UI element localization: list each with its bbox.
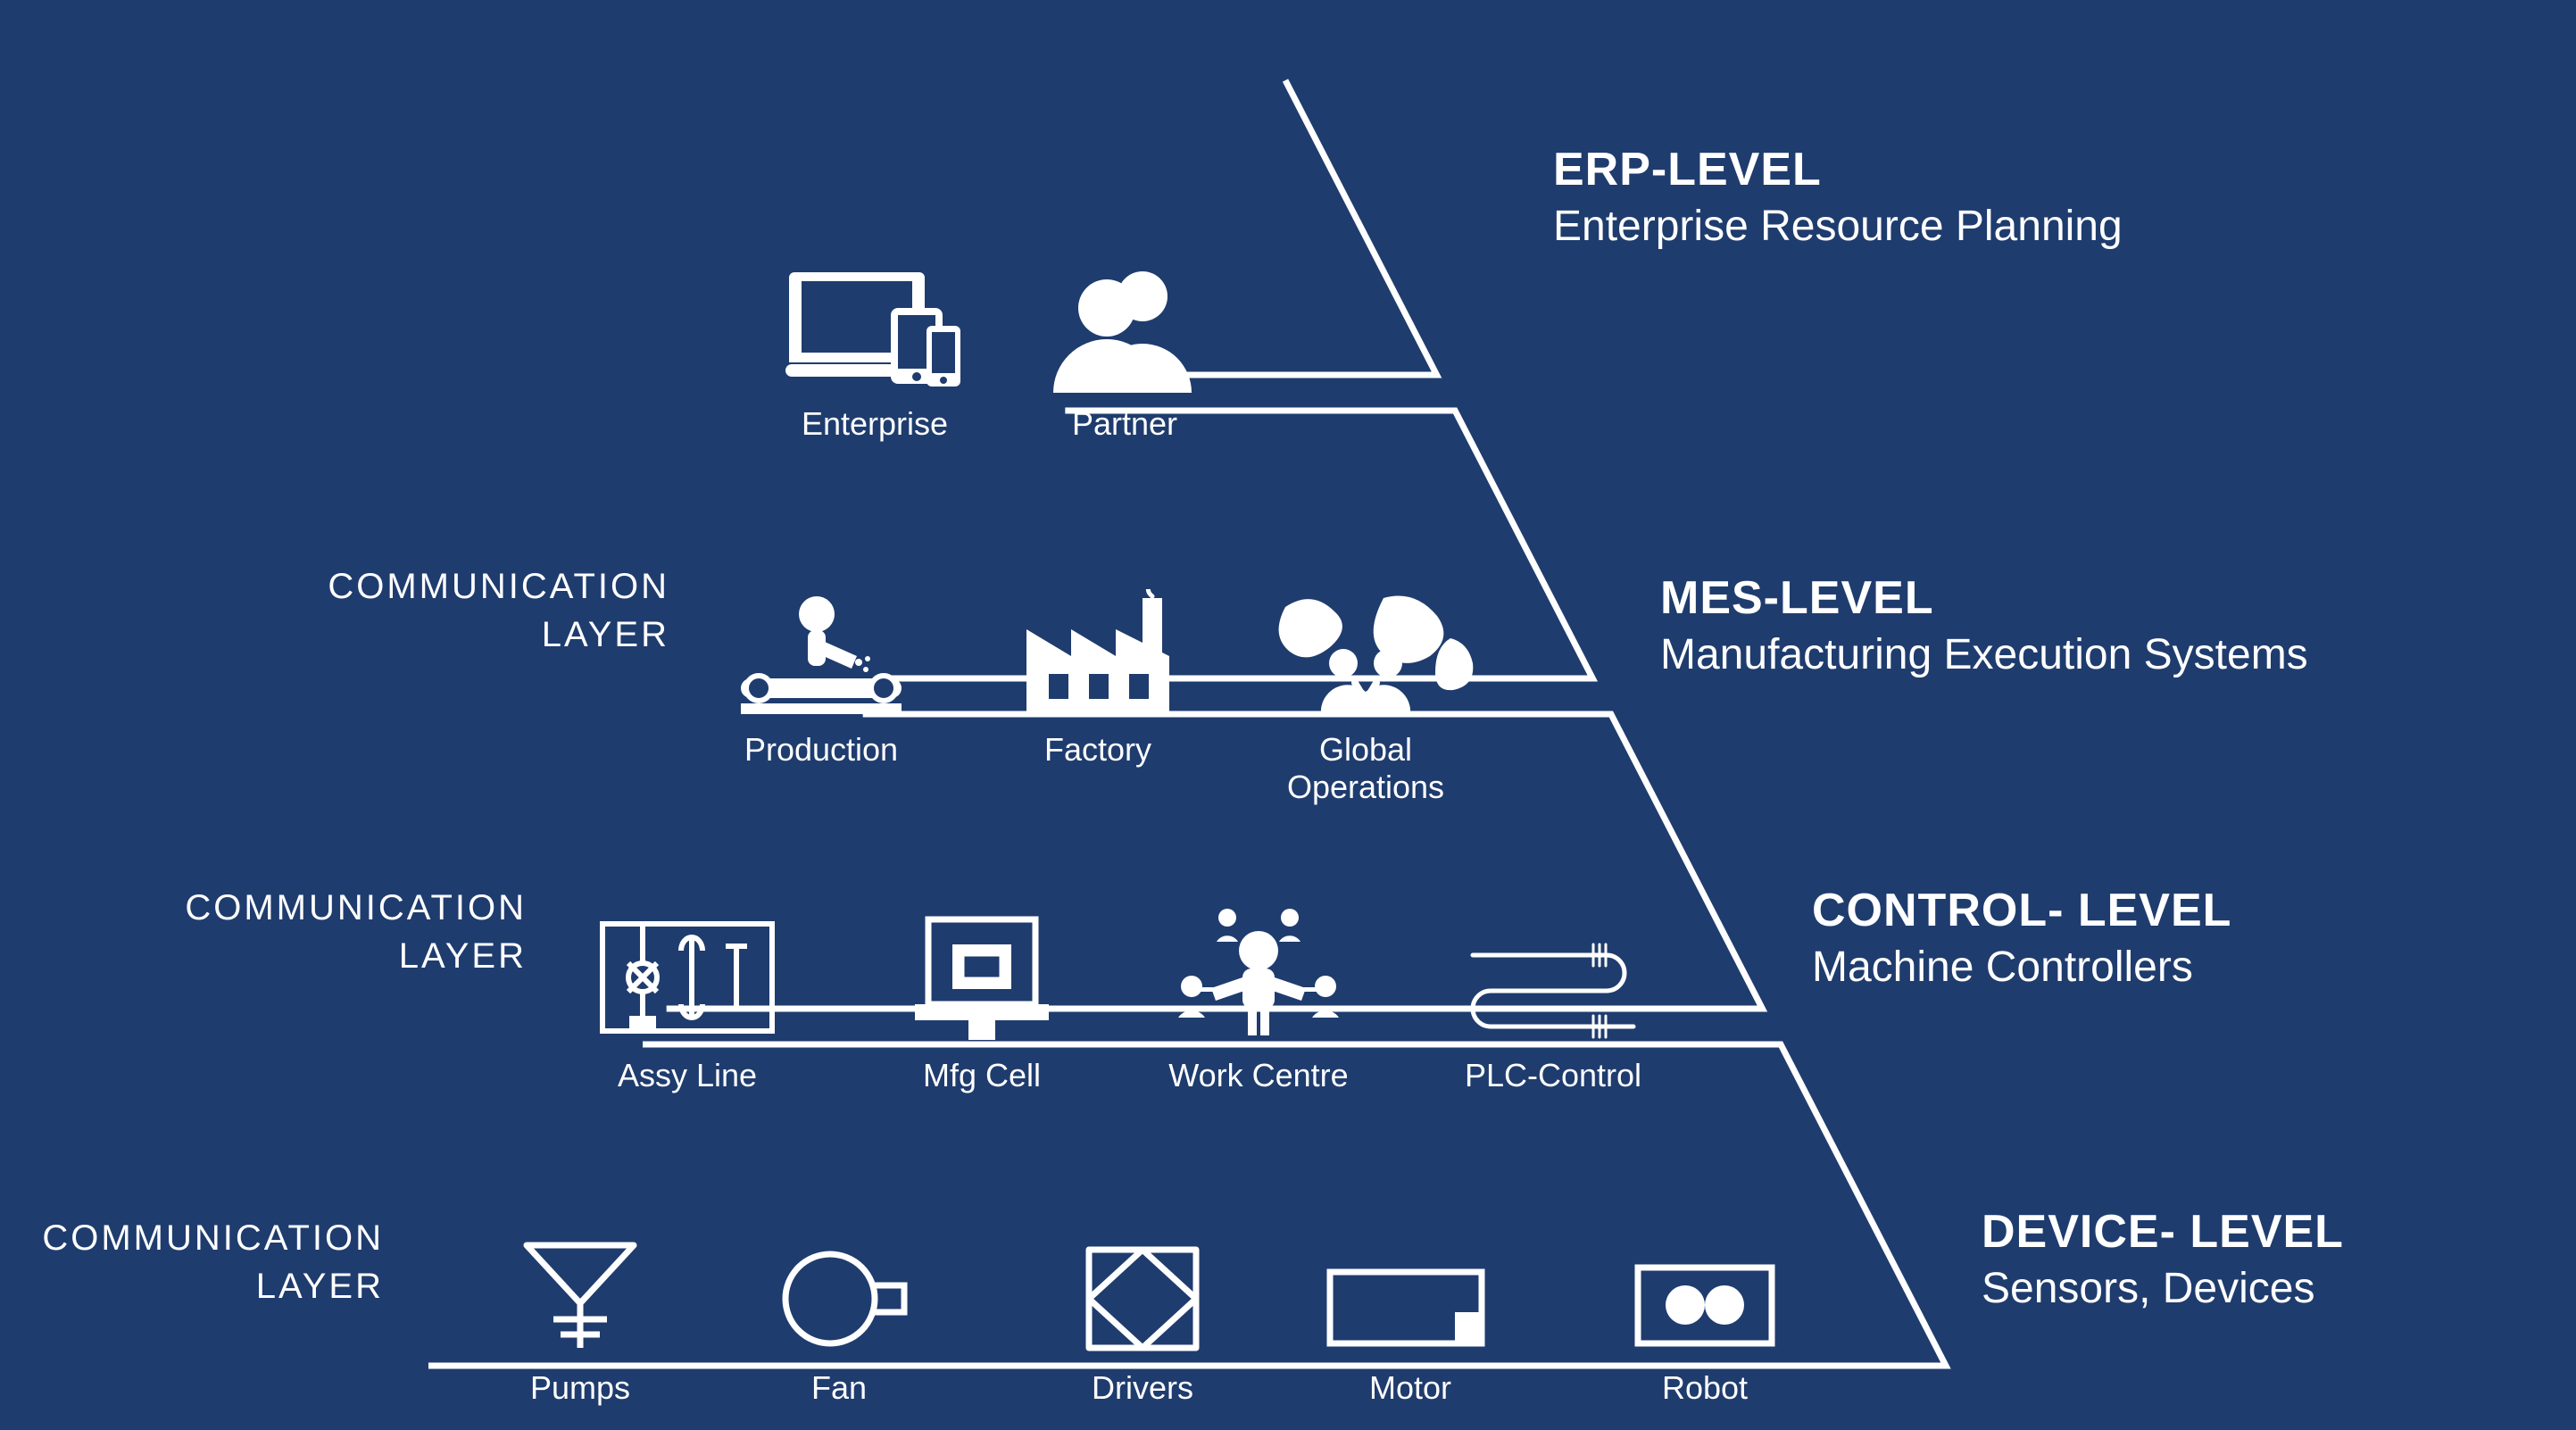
icon-caption: Production [732, 731, 910, 769]
icon-caption: Assy Line [594, 1057, 781, 1094]
pump-icon [500, 1232, 661, 1357]
icon-motor: Motor [1312, 1250, 1508, 1407]
assyline-icon [594, 910, 781, 1044]
icon-caption: Robot [1616, 1369, 1794, 1407]
level-subtitle: Machine Controllers [1812, 943, 2231, 992]
level-title: DEVICE- LEVEL [1982, 1205, 2344, 1259]
icon-caption: Mfg Cell [888, 1057, 1076, 1094]
icon-fan: Fan [759, 1241, 919, 1407]
icon-partner: Partner [1035, 259, 1214, 443]
level-subtitle: Sensors, Devices [1982, 1264, 2344, 1313]
globalops-icon [1250, 585, 1482, 719]
icon-caption: Pumps [500, 1369, 661, 1407]
mfgcell-icon [888, 910, 1076, 1044]
level-label-control: CONTROL- LEVEL Machine Controllers [1812, 884, 2231, 992]
level-subtitle: Manufacturing Execution Systems [1660, 630, 2308, 679]
workcentre-icon [1143, 902, 1375, 1044]
icon-caption: Partner [1035, 405, 1214, 443]
driver-icon [1062, 1241, 1223, 1357]
level-label-device: DEVICE- LEVEL Sensors, Devices [1982, 1205, 2344, 1313]
icon-caption: Fan [759, 1369, 919, 1407]
robot-icon [1616, 1250, 1794, 1357]
icon-driver: Drivers [1062, 1241, 1223, 1407]
comm-label-control: COMMUNICATIONLAYER [185, 884, 527, 980]
icon-caption: Drivers [1062, 1369, 1223, 1407]
icon-enterprise: Enterprise [785, 259, 964, 443]
icon-mfgcell: Mfg Cell [888, 910, 1076, 1094]
level-title: ERP-LEVEL [1553, 143, 2123, 196]
comm-label-mes: COMMUNICATIONLAYER [328, 562, 669, 659]
plc-icon [1455, 919, 1651, 1044]
icon-plc: PLC-Control [1455, 919, 1651, 1094]
icon-caption: Global Operations [1250, 731, 1482, 806]
icon-pump: Pumps [500, 1232, 661, 1407]
level-title: CONTROL- LEVEL [1812, 884, 2231, 937]
motor-icon [1312, 1250, 1508, 1357]
enterprise-icon [785, 259, 964, 393]
icon-robot: Robot [1616, 1250, 1794, 1407]
icon-workcentre: Work Centre [1143, 902, 1375, 1094]
icon-caption: Motor [1312, 1369, 1508, 1407]
pyramid-diagram: ERP-LEVEL Enterprise Resource Planning Ent… [0, 0, 2576, 1430]
fan-icon [759, 1241, 919, 1357]
factory-icon [1009, 589, 1187, 719]
icon-caption: Factory [1009, 731, 1187, 769]
comm-label-device: COMMUNICATIONLAYER [42, 1214, 384, 1310]
production-icon [732, 589, 910, 719]
icon-production: Production [732, 589, 910, 769]
icon-factory: Factory [1009, 589, 1187, 769]
icon-caption: Work Centre [1143, 1057, 1375, 1094]
icon-assyline: Assy Line [594, 910, 781, 1094]
icon-caption: Enterprise [785, 405, 964, 443]
level-subtitle: Enterprise Resource Planning [1553, 202, 2123, 251]
partner-icon [1035, 259, 1214, 393]
icon-caption: PLC-Control [1455, 1057, 1651, 1094]
icon-globalops: Global Operations [1250, 585, 1482, 806]
level-label-mes: MES-LEVEL Manufacturing Execution Systems [1660, 571, 2308, 679]
level-title: MES-LEVEL [1660, 571, 2308, 625]
level-label-erp: ERP-LEVEL Enterprise Resource Planning [1553, 143, 2123, 251]
